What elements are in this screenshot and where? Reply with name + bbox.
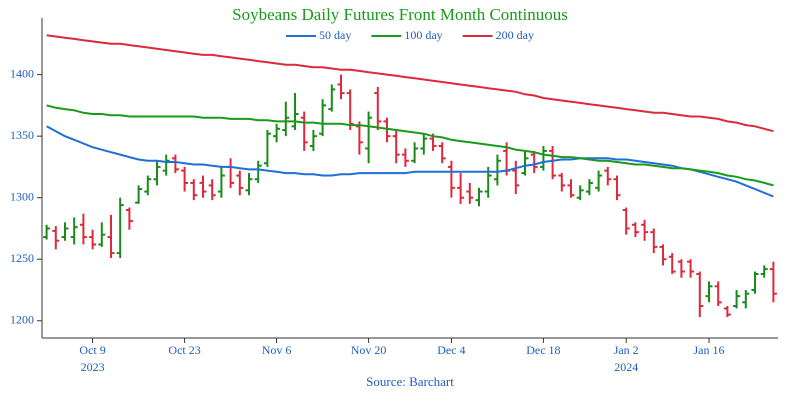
x-tick-label: Nov 6 xyxy=(262,343,292,357)
chart-title: Soybeans Daily Futures Front Month Conti… xyxy=(232,5,568,24)
y-tick-label: 1350 xyxy=(10,128,34,142)
legend-label: 200 day xyxy=(496,28,534,42)
x-tick-label: Oct 23 xyxy=(168,343,200,357)
y-tick-label: 1200 xyxy=(10,313,34,327)
moving-average-line xyxy=(46,104,774,187)
legend-label: 100 day xyxy=(404,28,442,42)
legend-label: 50 day xyxy=(319,28,351,42)
x-tick-label: Dec 4 xyxy=(437,343,465,357)
x-tick-label: Jan 16 xyxy=(694,343,725,357)
x-tick-label: Nov 20 xyxy=(351,343,387,357)
y-tick-label: 1250 xyxy=(10,251,34,265)
x-tick-year: 2024 xyxy=(614,360,638,374)
source-note: Source: Barchart xyxy=(366,374,454,389)
x-tick-year: 2023 xyxy=(81,360,105,374)
x-tick-label: Dec 18 xyxy=(526,343,560,357)
y-tick-label: 1300 xyxy=(10,189,34,203)
y-tick-label: 1400 xyxy=(10,66,34,80)
moving-average-line xyxy=(46,125,774,198)
moving-average-line xyxy=(46,34,774,133)
x-tick-label: Oct 9 xyxy=(79,343,105,357)
x-tick-label: Jan 2 xyxy=(614,343,639,357)
